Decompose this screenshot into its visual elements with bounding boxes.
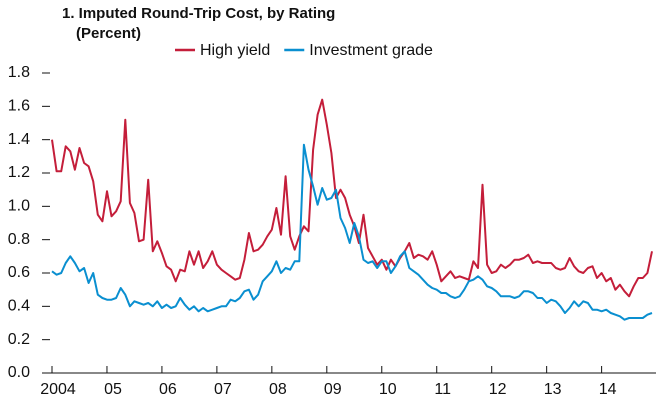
chart-title: 1. Imputed Round-Trip Cost, by Rating <box>62 5 335 22</box>
line-series <box>51 143 653 321</box>
x-tick-label: 08 <box>269 381 287 398</box>
y-tick-label: 0.0 <box>8 364 30 381</box>
y-tick-label: 1.8 <box>8 64 30 81</box>
y-tick-label: 0.2 <box>8 331 30 348</box>
x-tick-label: 06 <box>159 381 177 398</box>
y-tick-label: 1.6 <box>8 98 30 115</box>
legend-label: High yield <box>200 42 270 59</box>
x-tick-label: 05 <box>104 381 122 398</box>
x-tick-label: 14 <box>599 381 617 398</box>
x-tick-label: 12 <box>489 381 507 398</box>
x-tick-label: 13 <box>544 381 562 398</box>
y-tick-label: 0.4 <box>8 298 30 315</box>
line-series <box>51 98 653 298</box>
y-tick-label: 1.4 <box>8 131 30 148</box>
y-tick-label: 1.0 <box>8 198 30 215</box>
x-tick-label: 2004 <box>40 381 76 398</box>
y-tick-label: 0.8 <box>8 231 30 248</box>
x-tick-label: 07 <box>214 381 232 398</box>
x-tick-label: 09 <box>324 381 342 398</box>
y-tick-label: 1.2 <box>8 164 30 181</box>
x-tick-label: 11 <box>434 381 451 398</box>
y-tick-label: 0.6 <box>8 264 30 281</box>
chart-subtitle: (Percent) <box>76 25 141 42</box>
legend-label: Investment grade <box>309 42 433 59</box>
x-tick-label: 10 <box>379 381 397 398</box>
